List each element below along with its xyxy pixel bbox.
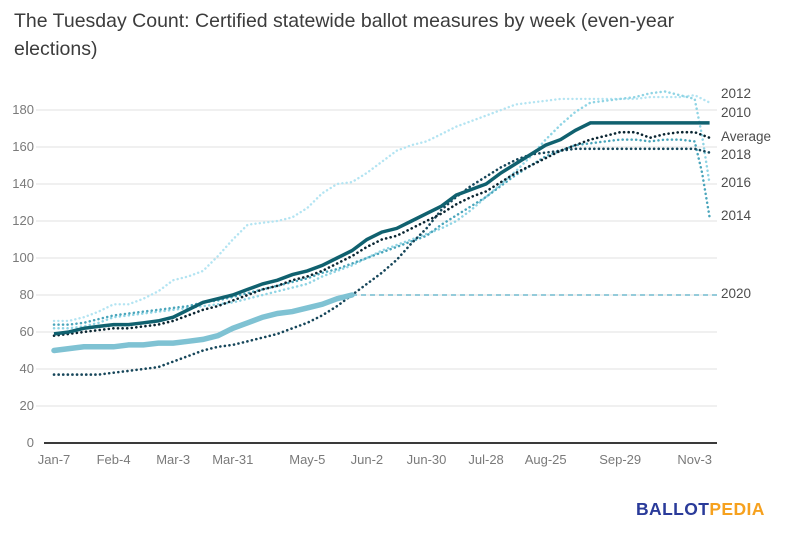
x-axis-label-Mar-31: Mar-31 — [212, 452, 254, 467]
y-axis-label-120: 120 — [12, 213, 34, 228]
series-line-2010 — [53, 121, 710, 336]
series-label-Average: Average — [721, 128, 772, 144]
x-axis-label-Jun-30: Jun-30 — [406, 452, 447, 467]
series-label-2020: 2020 — [721, 286, 752, 301]
logo-ballot-text: BALLOT — [636, 499, 710, 519]
series-line-Average — [52, 130, 711, 337]
x-axis-label-Mar-3: Mar-3 — [156, 452, 191, 467]
y-axis-label-80: 80 — [19, 287, 34, 302]
y-axis-label-0: 0 — [26, 435, 34, 450]
x-axis-label-Feb-4: Feb-4 — [96, 452, 131, 467]
x-axis-label-Jun-2: Jun-2 — [350, 452, 384, 467]
series-line-2012 — [52, 93, 711, 323]
x-axis-label-Jul-28: Jul-28 — [468, 452, 504, 467]
x-axis-label-Jan-7: Jan-7 — [37, 452, 71, 467]
series-line-2020 — [51, 292, 355, 354]
series-label-2016: 2016 — [721, 175, 752, 190]
series-line-2016 — [52, 90, 711, 330]
y-axis-label-140: 140 — [12, 176, 34, 191]
y-axis-label-180: 180 — [12, 102, 34, 117]
x-axis-label-Nov-3: Nov-3 — [677, 452, 713, 467]
series-label-2014: 2014 — [721, 208, 752, 224]
y-axis-label-60: 60 — [19, 324, 34, 339]
y-axis-label-20: 20 — [19, 398, 34, 413]
y-axis-label-160: 160 — [12, 139, 34, 154]
series-label-2018: 2018 — [721, 147, 752, 163]
x-axis-label-Sep-29: Sep-29 — [599, 452, 642, 467]
page-title: The Tuesday Count: Certified statewide b… — [14, 10, 675, 60]
series-line-2014 — [52, 138, 711, 326]
y-axis-label-40: 40 — [19, 361, 34, 376]
series-label-2010: 2010 — [721, 104, 752, 120]
series-label-2012: 2012 — [721, 86, 752, 102]
y-axis-label-100: 100 — [12, 250, 34, 265]
x-axis-label-Aug-25: Aug-25 — [524, 452, 567, 467]
logo-pedia-text: PEDIA — [709, 499, 765, 519]
x-axis-label-May-5: May-5 — [289, 452, 326, 467]
ballotpedia-logo: BALLOTPEDIA — [636, 499, 765, 520]
series-line-2018 — [52, 147, 711, 376]
